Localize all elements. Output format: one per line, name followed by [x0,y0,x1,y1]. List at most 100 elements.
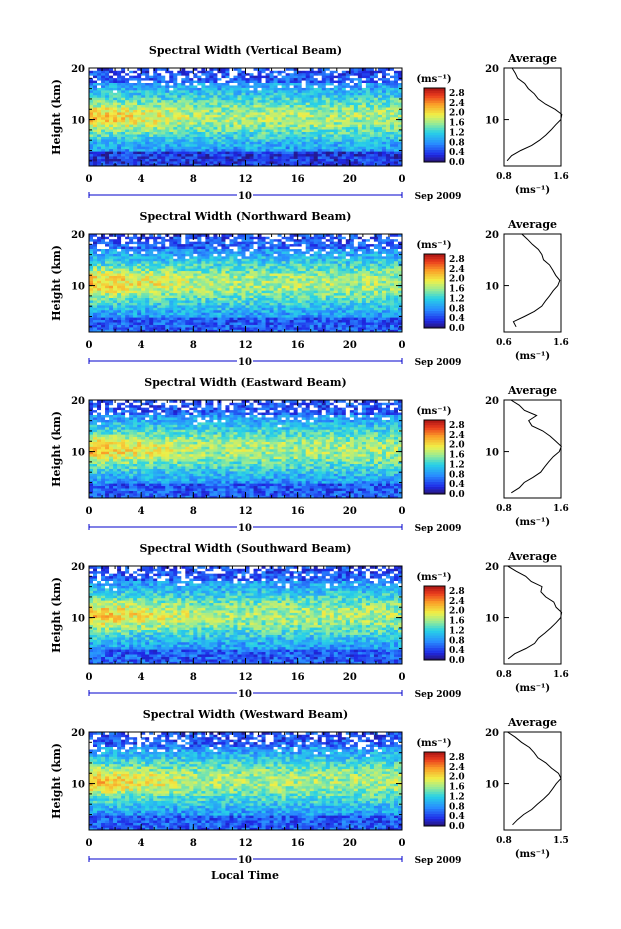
heatmap-cell [161,112,166,115]
heatmap-cell [393,114,399,118]
heatmap-cell [285,121,290,125]
heatmap-cell [269,70,274,74]
heatmap-cell [361,141,367,145]
heatmap-cell [389,141,395,145]
heatmap-cell [177,107,182,110]
heatmap-cell [113,324,118,328]
heatmap-cell [233,143,238,147]
heatmap-cell [337,302,343,306]
colorbar-segment [424,105,445,109]
heatmap-cell [213,280,218,284]
heatmap-cell [337,112,343,115]
heatmap-cell [145,72,150,76]
heatmap-cell [193,92,198,96]
heatmap-cell [317,329,323,333]
heatmap-cell [265,136,270,140]
heatmap-cell [361,77,367,81]
heatmap-cell [205,314,210,318]
heatmap-cell [117,153,122,157]
heatmap-cell [217,287,222,291]
heatmap-cell [225,324,230,328]
heatmap-cell [369,283,375,286]
heatmap-cell [153,151,158,155]
heatmap-cell [245,297,250,301]
heatmap-cell [389,158,395,162]
heatmap-cell [297,92,302,96]
heatmap-cell [385,317,391,321]
heatmap-cell [173,75,178,79]
heatmap-cell [309,324,315,328]
colorbar-segment [424,97,445,101]
heatmap-cell [321,97,327,101]
heatmap-cell [281,131,286,135]
heatmap-cell [233,124,238,128]
heatmap-cell [145,283,150,286]
heatmap-cell [393,129,399,132]
heatmap-cell [173,136,178,140]
heatmap-cell [217,319,222,323]
heatmap-cell [121,151,126,155]
heatmap-cell [385,327,391,330]
heatmap-cell [265,292,270,296]
heatmap-cell [393,324,399,328]
heatmap-cell [133,126,138,130]
heatmap-cell [109,99,114,103]
heatmap-cell [289,290,294,294]
heatmap-cell [153,131,158,135]
heatmap-cell [281,297,286,301]
heatmap-cell [257,68,262,71]
heatmap-cell [137,300,142,303]
heatmap-cell [257,97,262,101]
heatmap-cell [393,280,399,284]
heatmap-cell [341,82,347,86]
heatmap-cell [377,158,383,162]
heatmap-cell [161,117,166,120]
heatmap-cell [369,329,375,333]
heatmap-cell [209,317,214,321]
heatmap-cell [157,94,162,98]
heatmap-cell [341,322,347,325]
heatmap-cell [97,124,102,128]
colorbar-segment [424,107,445,111]
heatmap-cell [345,324,351,328]
heatmap-cell [217,131,222,135]
heatmap-cell [309,317,315,321]
heatmap-cell [173,312,178,316]
heatmap-cell [113,290,118,294]
heatmap-cell [141,72,146,76]
heatmap-cell [329,153,335,157]
heatmap-cell [201,112,206,115]
heatmap-cell [337,114,343,118]
heatmap-cell [337,141,343,145]
heatmap-cell [189,151,194,155]
heatmap-cell [257,305,262,308]
heatmap-cell [273,134,278,137]
heatmap-cell [357,102,363,106]
heatmap-cell [257,324,262,328]
heatmap-cell [153,70,158,74]
heatmap-cell [273,129,278,132]
heatmap-cell [233,102,238,106]
heatmap-cell [273,280,278,284]
heatmap-cell [145,87,150,91]
heatmap-cell [225,285,230,289]
heatmap-cell [345,309,351,313]
heatmap-cell [221,312,226,316]
heatmap-cell [233,68,238,71]
heatmap-cell [265,324,270,328]
heatmap-cell [285,70,290,74]
heatmap-cell [153,119,158,123]
heatmap-cell [137,104,142,108]
heatmap-cell [365,327,371,330]
heatmap-cell [213,283,218,286]
heatmap-cell [305,129,310,132]
heatmap-cell [313,141,319,145]
heatmap-cell [281,129,286,132]
heatmap-cell [305,87,310,91]
heatmap-cell [333,136,339,140]
heatmap-cell [369,124,375,128]
heatmap-cell [365,134,371,137]
heatmap-cell [289,302,294,306]
heatmap-cell [157,143,162,147]
heatmap-cell [397,82,403,86]
